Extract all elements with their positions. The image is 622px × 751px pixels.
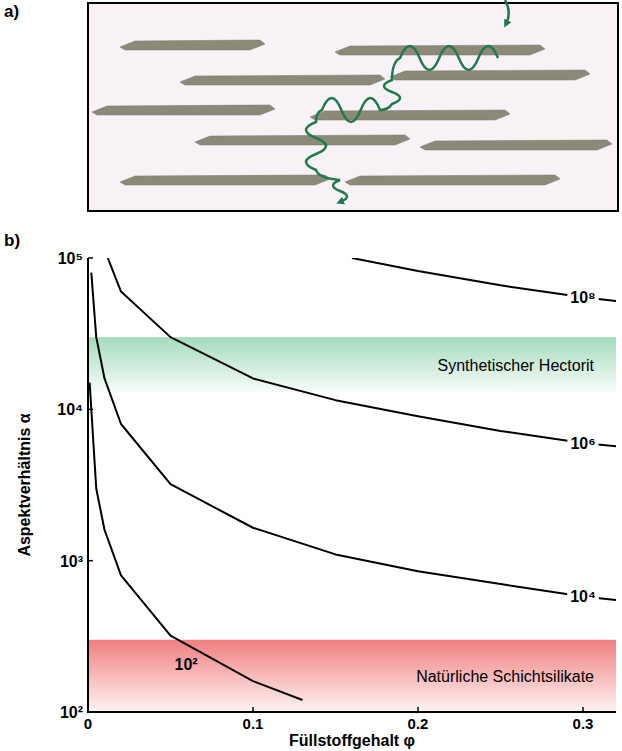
contour-line xyxy=(108,258,616,446)
y-tick xyxy=(88,711,93,713)
contour-label: 10⁶ xyxy=(570,435,595,452)
platelet xyxy=(120,175,330,185)
panel-label: b) xyxy=(4,231,20,250)
y-axis xyxy=(87,258,89,712)
y-tick xyxy=(88,409,93,411)
label-patch xyxy=(567,588,599,605)
y-tick xyxy=(88,560,93,562)
platelet xyxy=(195,135,410,145)
x-tick xyxy=(252,707,254,712)
x-tick-label: 0.3 xyxy=(573,715,594,732)
x-axis xyxy=(87,711,616,713)
y-tick-label: 10⁵ xyxy=(58,250,83,267)
diagram-box xyxy=(88,3,618,211)
band-label: Natürliche Schichtsilikate xyxy=(416,668,594,685)
label-patch xyxy=(567,289,598,306)
panel-label: a) xyxy=(4,2,19,21)
label-patch xyxy=(567,435,598,452)
x-tick-label: 0.1 xyxy=(243,715,264,732)
band xyxy=(88,640,616,712)
platelet xyxy=(390,70,590,80)
y-tick-label: 10² xyxy=(60,704,83,721)
y-axis-title: Aspektverhältnis α xyxy=(16,413,33,556)
contour-line xyxy=(91,273,616,600)
band xyxy=(88,337,616,392)
x-tick xyxy=(417,707,419,712)
y-tick-label: 10⁴ xyxy=(57,401,83,418)
diffusion-path xyxy=(505,0,509,24)
platelet xyxy=(120,40,265,50)
platelet xyxy=(180,75,385,85)
curves xyxy=(90,258,616,700)
platelet xyxy=(92,105,275,115)
band-label: Synthetischer Hectorit xyxy=(437,357,594,374)
x-axis-title: Füllstoffgehalt φ xyxy=(289,732,415,749)
x-tick-label: 0.2 xyxy=(408,715,429,732)
x-tick-label: 0 xyxy=(84,715,92,732)
bands xyxy=(88,337,616,712)
platelet xyxy=(345,175,560,185)
diffusion-path xyxy=(306,46,498,202)
platelet xyxy=(420,140,612,150)
y-tick xyxy=(88,257,93,259)
platelet xyxy=(310,110,510,120)
contour-labels: 10⁸ 10⁶ 10⁴ 10² xyxy=(175,289,599,672)
contour-label: 10⁸ xyxy=(570,289,595,306)
x-tick xyxy=(582,707,584,712)
contour-label: 10² xyxy=(175,656,198,673)
figure: a) b) Synthetischer Hectorit Natürliche Sch… xyxy=(0,0,622,751)
contour-label: 10⁴ xyxy=(570,588,596,605)
y-tick-label: 10³ xyxy=(60,553,83,570)
contour-line xyxy=(90,383,303,700)
